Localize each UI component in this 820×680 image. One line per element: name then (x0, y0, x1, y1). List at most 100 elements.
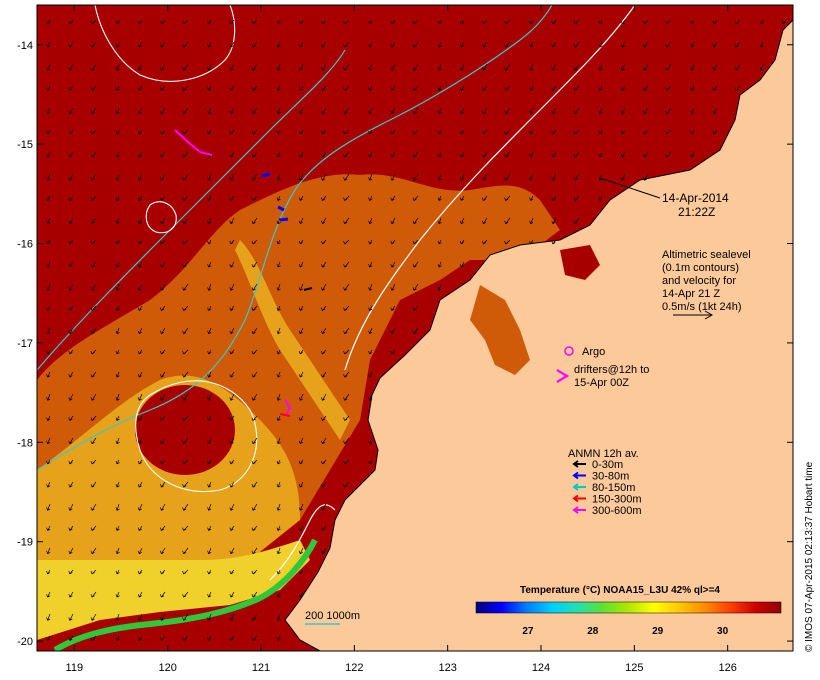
velocity-arrow (251, 305, 258, 311)
velocity-arrow (321, 305, 327, 311)
velocity-arrow (46, 63, 51, 71)
velocity-arrow (207, 481, 212, 488)
velocity-arrow (182, 327, 189, 335)
velocity-arrow (276, 239, 281, 245)
velocity-arrow (115, 371, 120, 378)
velocity-arrow (46, 481, 51, 488)
velocity-arrow (504, 195, 511, 201)
map-plot-area (37, 5, 793, 651)
velocity-arrow (90, 41, 97, 48)
x-tick-label: 126 (718, 662, 736, 674)
drifters-label: 15-Apr 00Z (574, 377, 629, 389)
velocity-arrow (390, 63, 396, 71)
velocity-arrow (390, 327, 396, 335)
velocity-arrow (160, 327, 166, 335)
velocity-arrow (276, 525, 281, 531)
velocity-arrow (251, 525, 258, 531)
velocity-arrow (390, 261, 396, 268)
velocity-arrow (229, 591, 235, 598)
velocity-arrow (437, 283, 442, 291)
velocity-arrow (137, 635, 143, 641)
velocity-arrow (115, 415, 120, 421)
velocity-arrow (368, 63, 373, 71)
velocity-arrow (412, 239, 419, 245)
anmn-legend-label: 30-80m (592, 471, 629, 483)
velocity-arrow (182, 217, 189, 225)
velocity-arrow (68, 635, 74, 641)
velocity-arrow (620, 19, 626, 25)
velocity-arrow (690, 107, 695, 115)
x-tick-label: 120 (158, 662, 176, 674)
velocity-arrow (207, 393, 212, 401)
velocity-arrow (68, 217, 74, 225)
velocity-arrow (482, 41, 488, 48)
anmn-legend-label: 150-300m (592, 494, 642, 506)
velocity-arrow (276, 349, 281, 355)
velocity-arrow (368, 393, 373, 401)
velocity-arrows (46, 19, 787, 641)
velocity-arrow (459, 239, 465, 245)
velocity-arrow (276, 437, 281, 445)
velocity-arrow (207, 635, 212, 641)
velocity-arrow (207, 327, 212, 335)
velocity-arrow (321, 547, 327, 555)
velocity-arrow (459, 173, 465, 181)
velocity-arrow (46, 261, 51, 268)
velocity-arrow (115, 327, 120, 335)
sealevel-contour (94, 5, 236, 82)
velocity-arrow (251, 173, 258, 181)
velocity-arrow (298, 349, 304, 355)
velocity-arrow (90, 547, 97, 555)
velocity-arrow (690, 63, 695, 71)
velocity-arrow (343, 151, 350, 158)
mooring-marker (303, 287, 313, 291)
sealevel-contour (135, 380, 258, 493)
credit-text: © IMOS 07-Apr-2015 02:13:37 Hobart time (804, 461, 815, 652)
velocity-arrow (137, 437, 143, 445)
sealevel-contour (145, 201, 177, 234)
velocity-arrow (712, 19, 718, 25)
velocity-arrow (620, 151, 626, 158)
x-tick-label: 125 (625, 662, 643, 674)
velocity-arrow (207, 437, 212, 445)
velocity-arrow (182, 173, 189, 181)
velocity-arrow (573, 129, 580, 135)
velocity-arrow (182, 437, 189, 445)
velocity-arrow (46, 173, 51, 181)
velocity-arrow (207, 129, 212, 135)
velocity-arrow (551, 217, 557, 225)
velocity-arrow (276, 63, 281, 71)
velocity-arrow (182, 239, 189, 245)
velocity-arrow (412, 327, 419, 335)
velocity-arrow (551, 239, 557, 245)
velocity-arrow (343, 85, 350, 91)
velocity-arrow (115, 503, 120, 511)
velocity-arrow (276, 393, 281, 401)
velocity-arrow (412, 107, 419, 115)
velocity-arrow (551, 41, 557, 48)
velocity-arrow (251, 503, 258, 511)
colorbar (475, 601, 782, 614)
velocity-arrow (160, 217, 166, 225)
velocity-arrow (229, 415, 235, 421)
velocity-arrow (207, 613, 212, 621)
velocity-arrow (90, 415, 97, 421)
velocity-arrow (412, 41, 419, 48)
axis-ticks: 119 120 121 122 123 124 125 126 -14 -15 -16 -17 -18 -… (17, 5, 793, 674)
velocity-arrow (573, 107, 580, 115)
velocity-arrow (46, 503, 51, 511)
velocity-arrow (160, 613, 166, 621)
velocity-arrow (251, 107, 258, 115)
velocity-arrow (207, 173, 212, 181)
velocity-arrow (343, 437, 350, 445)
velocity-arrow (137, 85, 143, 91)
velocity-arrow (115, 85, 120, 91)
velocity-arrow (529, 41, 534, 48)
velocity-arrow (459, 261, 465, 268)
velocity-arrow (690, 41, 695, 48)
velocity-arrow (321, 327, 327, 335)
velocity-arrow (298, 195, 304, 201)
x-tick-label: 123 (438, 662, 456, 674)
velocity-arrow (160, 393, 166, 401)
velocity-arrow (90, 481, 97, 488)
